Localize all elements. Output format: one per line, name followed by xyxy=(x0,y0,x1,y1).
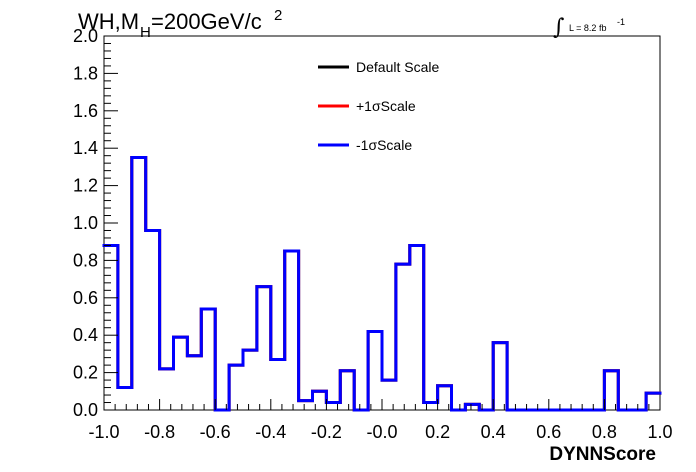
x-tick-label: 0.4 xyxy=(481,422,506,442)
y-tick-label: 1.4 xyxy=(73,138,98,158)
title-subscript: H xyxy=(140,24,151,41)
title-superscript: 2 xyxy=(274,7,282,24)
y-tick-label: 1.0 xyxy=(73,213,98,233)
x-tick-label: 1.0 xyxy=(647,422,672,442)
legend-label-default-scale: Default Scale xyxy=(356,59,439,75)
x-tick-label: -0.8 xyxy=(144,422,175,442)
series-line-2 xyxy=(102,156,662,412)
y-tick-label: 0.4 xyxy=(73,325,98,345)
x-tick-label: -0.0 xyxy=(366,422,397,442)
x-tick-label: -1.0 xyxy=(88,422,119,442)
title-suffix: =200GeV/c xyxy=(151,9,262,34)
x-tick-label: 0.6 xyxy=(536,422,561,442)
x-tick-label: -0.4 xyxy=(255,422,286,442)
lumi-text: L = 8.2 fb xyxy=(569,23,606,33)
legend: Default Scale +1σScale -1σScale xyxy=(318,59,439,153)
y-tick-label: 1.6 xyxy=(73,101,98,121)
x-tick-label: 0.8 xyxy=(592,422,617,442)
y-tick-label: 0.2 xyxy=(73,363,98,383)
y-tick-label: 0.8 xyxy=(73,250,98,270)
y-tick-label: 2.0 xyxy=(73,26,98,46)
series-layer xyxy=(102,156,662,412)
x-axis-label: DYNNScore xyxy=(549,444,656,465)
y-tick-label: 1.2 xyxy=(73,176,98,196)
title-prefix: WH,M xyxy=(78,9,139,34)
axis-layer: -1.0 -0.8 -0.6 -0.4 -0.2 -0.0 0.2 0.4 0.6 0.8 1.0 0… xyxy=(73,26,673,442)
x-tick-label: 0.2 xyxy=(425,422,450,442)
chart-title: WH,M H =200GeV/c 2 xyxy=(78,7,282,41)
legend-label-plus-1-sigma: +1σScale xyxy=(356,98,416,114)
x-tick-label: -0.6 xyxy=(200,422,231,442)
legend-label-minus-1-sigma: -1σScale xyxy=(356,137,412,153)
y-tick-label: 0.6 xyxy=(73,288,98,308)
y-tick-label: 0.0 xyxy=(73,400,98,420)
y-tick-label: 1.8 xyxy=(73,63,98,83)
x-tick-label: -0.2 xyxy=(311,422,342,442)
integral-symbol: ∫ xyxy=(553,15,565,40)
luminosity-label: ∫ L = 8.2 fb -1 xyxy=(553,15,625,40)
lumi-superscript: -1 xyxy=(617,17,625,27)
